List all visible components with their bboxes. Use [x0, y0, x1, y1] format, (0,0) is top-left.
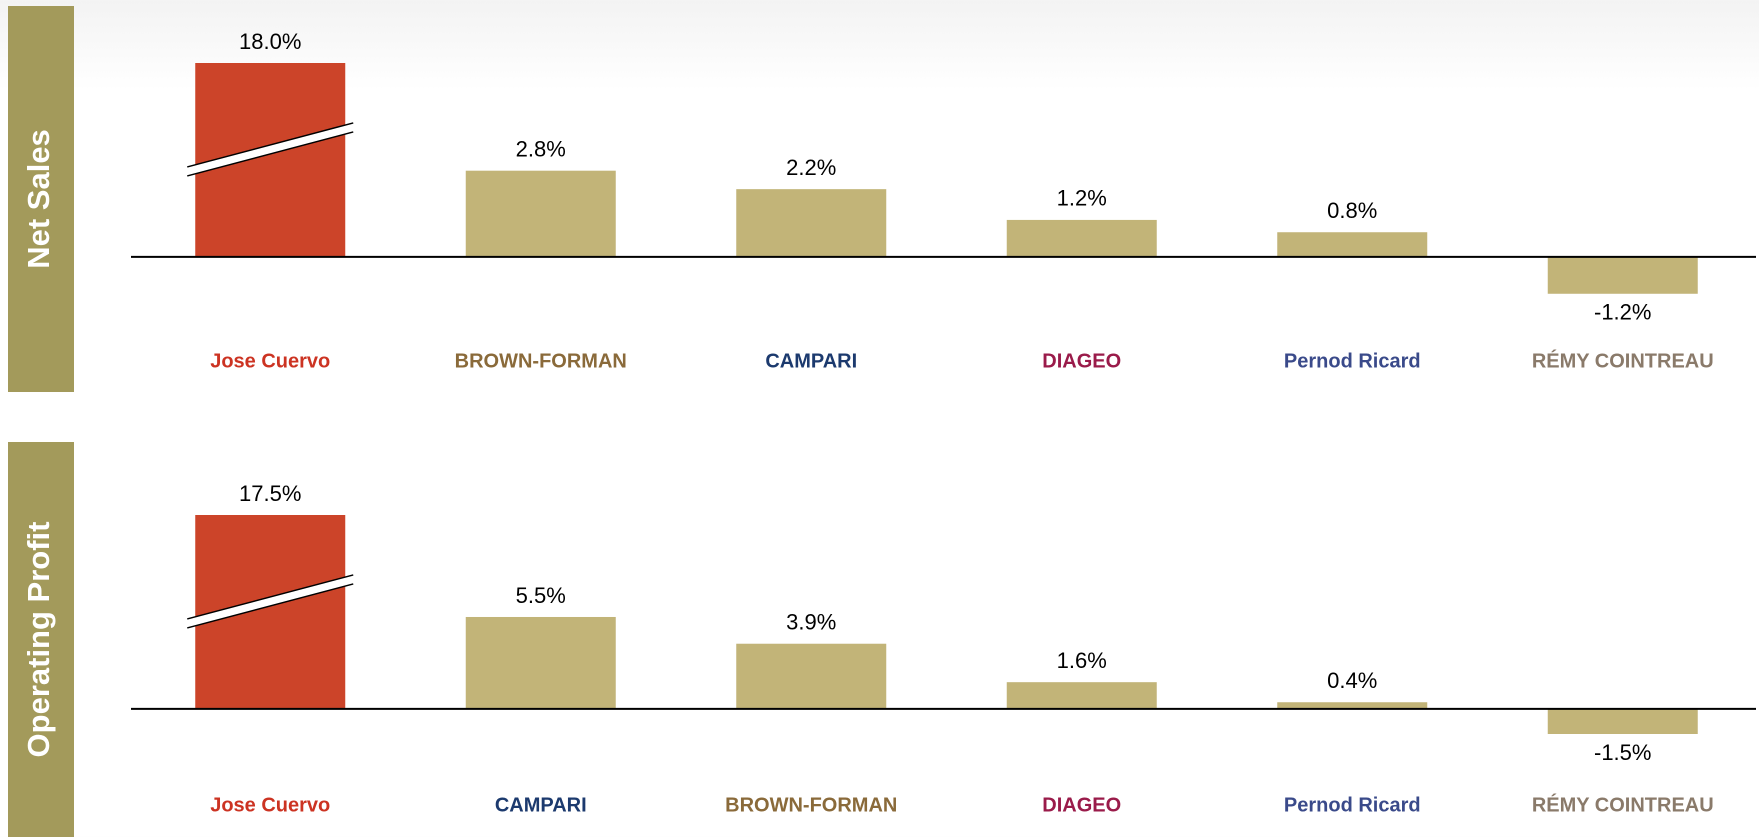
- title-panel: [8, 442, 74, 837]
- value-label: 2.2%: [786, 155, 836, 180]
- bar: [465, 170, 616, 257]
- category-logo: CAMPARI: [765, 350, 857, 372]
- bar: [1277, 232, 1428, 257]
- bar: [1006, 219, 1157, 257]
- bar: [1277, 702, 1428, 709]
- bar: [1547, 708, 1698, 734]
- category-logo: Jose Cuervo: [210, 350, 330, 372]
- bar: [736, 189, 887, 257]
- value-label: 18.0%: [239, 29, 301, 54]
- axis-break-line: [187, 122, 354, 168]
- value-label: 3.9%: [786, 610, 836, 635]
- category-logo: BROWN-FORMAN: [725, 794, 897, 816]
- category-logo: Pernod Ricard: [1284, 350, 1421, 372]
- axis-break-line: [187, 583, 354, 629]
- value-label: -1.2%: [1594, 300, 1651, 325]
- value-label: 1.6%: [1057, 648, 1107, 673]
- chart-title: Net Sales: [21, 129, 56, 269]
- value-label: -1.5%: [1594, 740, 1651, 765]
- bar: [465, 616, 616, 709]
- category-logo: RÉMY COINTREAU: [1532, 349, 1714, 372]
- category-logo: Jose Cuervo: [210, 794, 330, 816]
- value-label: 2.8%: [516, 137, 566, 162]
- axis-break: [187, 574, 354, 628]
- title-panel: [8, 6, 74, 392]
- category-logo: CAMPARI: [495, 794, 587, 816]
- axis-break-line: [187, 574, 354, 620]
- axis-break: [187, 122, 354, 176]
- bar: [736, 643, 887, 709]
- chart-title: Operating Profit: [21, 522, 56, 758]
- category-logo: DIAGEO: [1042, 350, 1121, 372]
- value-label: 0.4%: [1327, 668, 1377, 693]
- bar: [1006, 682, 1157, 709]
- category-logo: RÉMY COINTREAU: [1532, 793, 1714, 816]
- axis-break-line: [187, 131, 354, 177]
- category-logo: BROWN-FORMAN: [455, 350, 627, 372]
- value-label: 17.5%: [239, 481, 301, 506]
- category-logo: DIAGEO: [1042, 794, 1121, 816]
- value-label: 0.8%: [1327, 198, 1377, 223]
- bar: [1547, 256, 1698, 294]
- value-label: 5.5%: [516, 583, 566, 608]
- category-logo: Pernod Ricard: [1284, 794, 1421, 816]
- value-label: 1.2%: [1057, 186, 1107, 211]
